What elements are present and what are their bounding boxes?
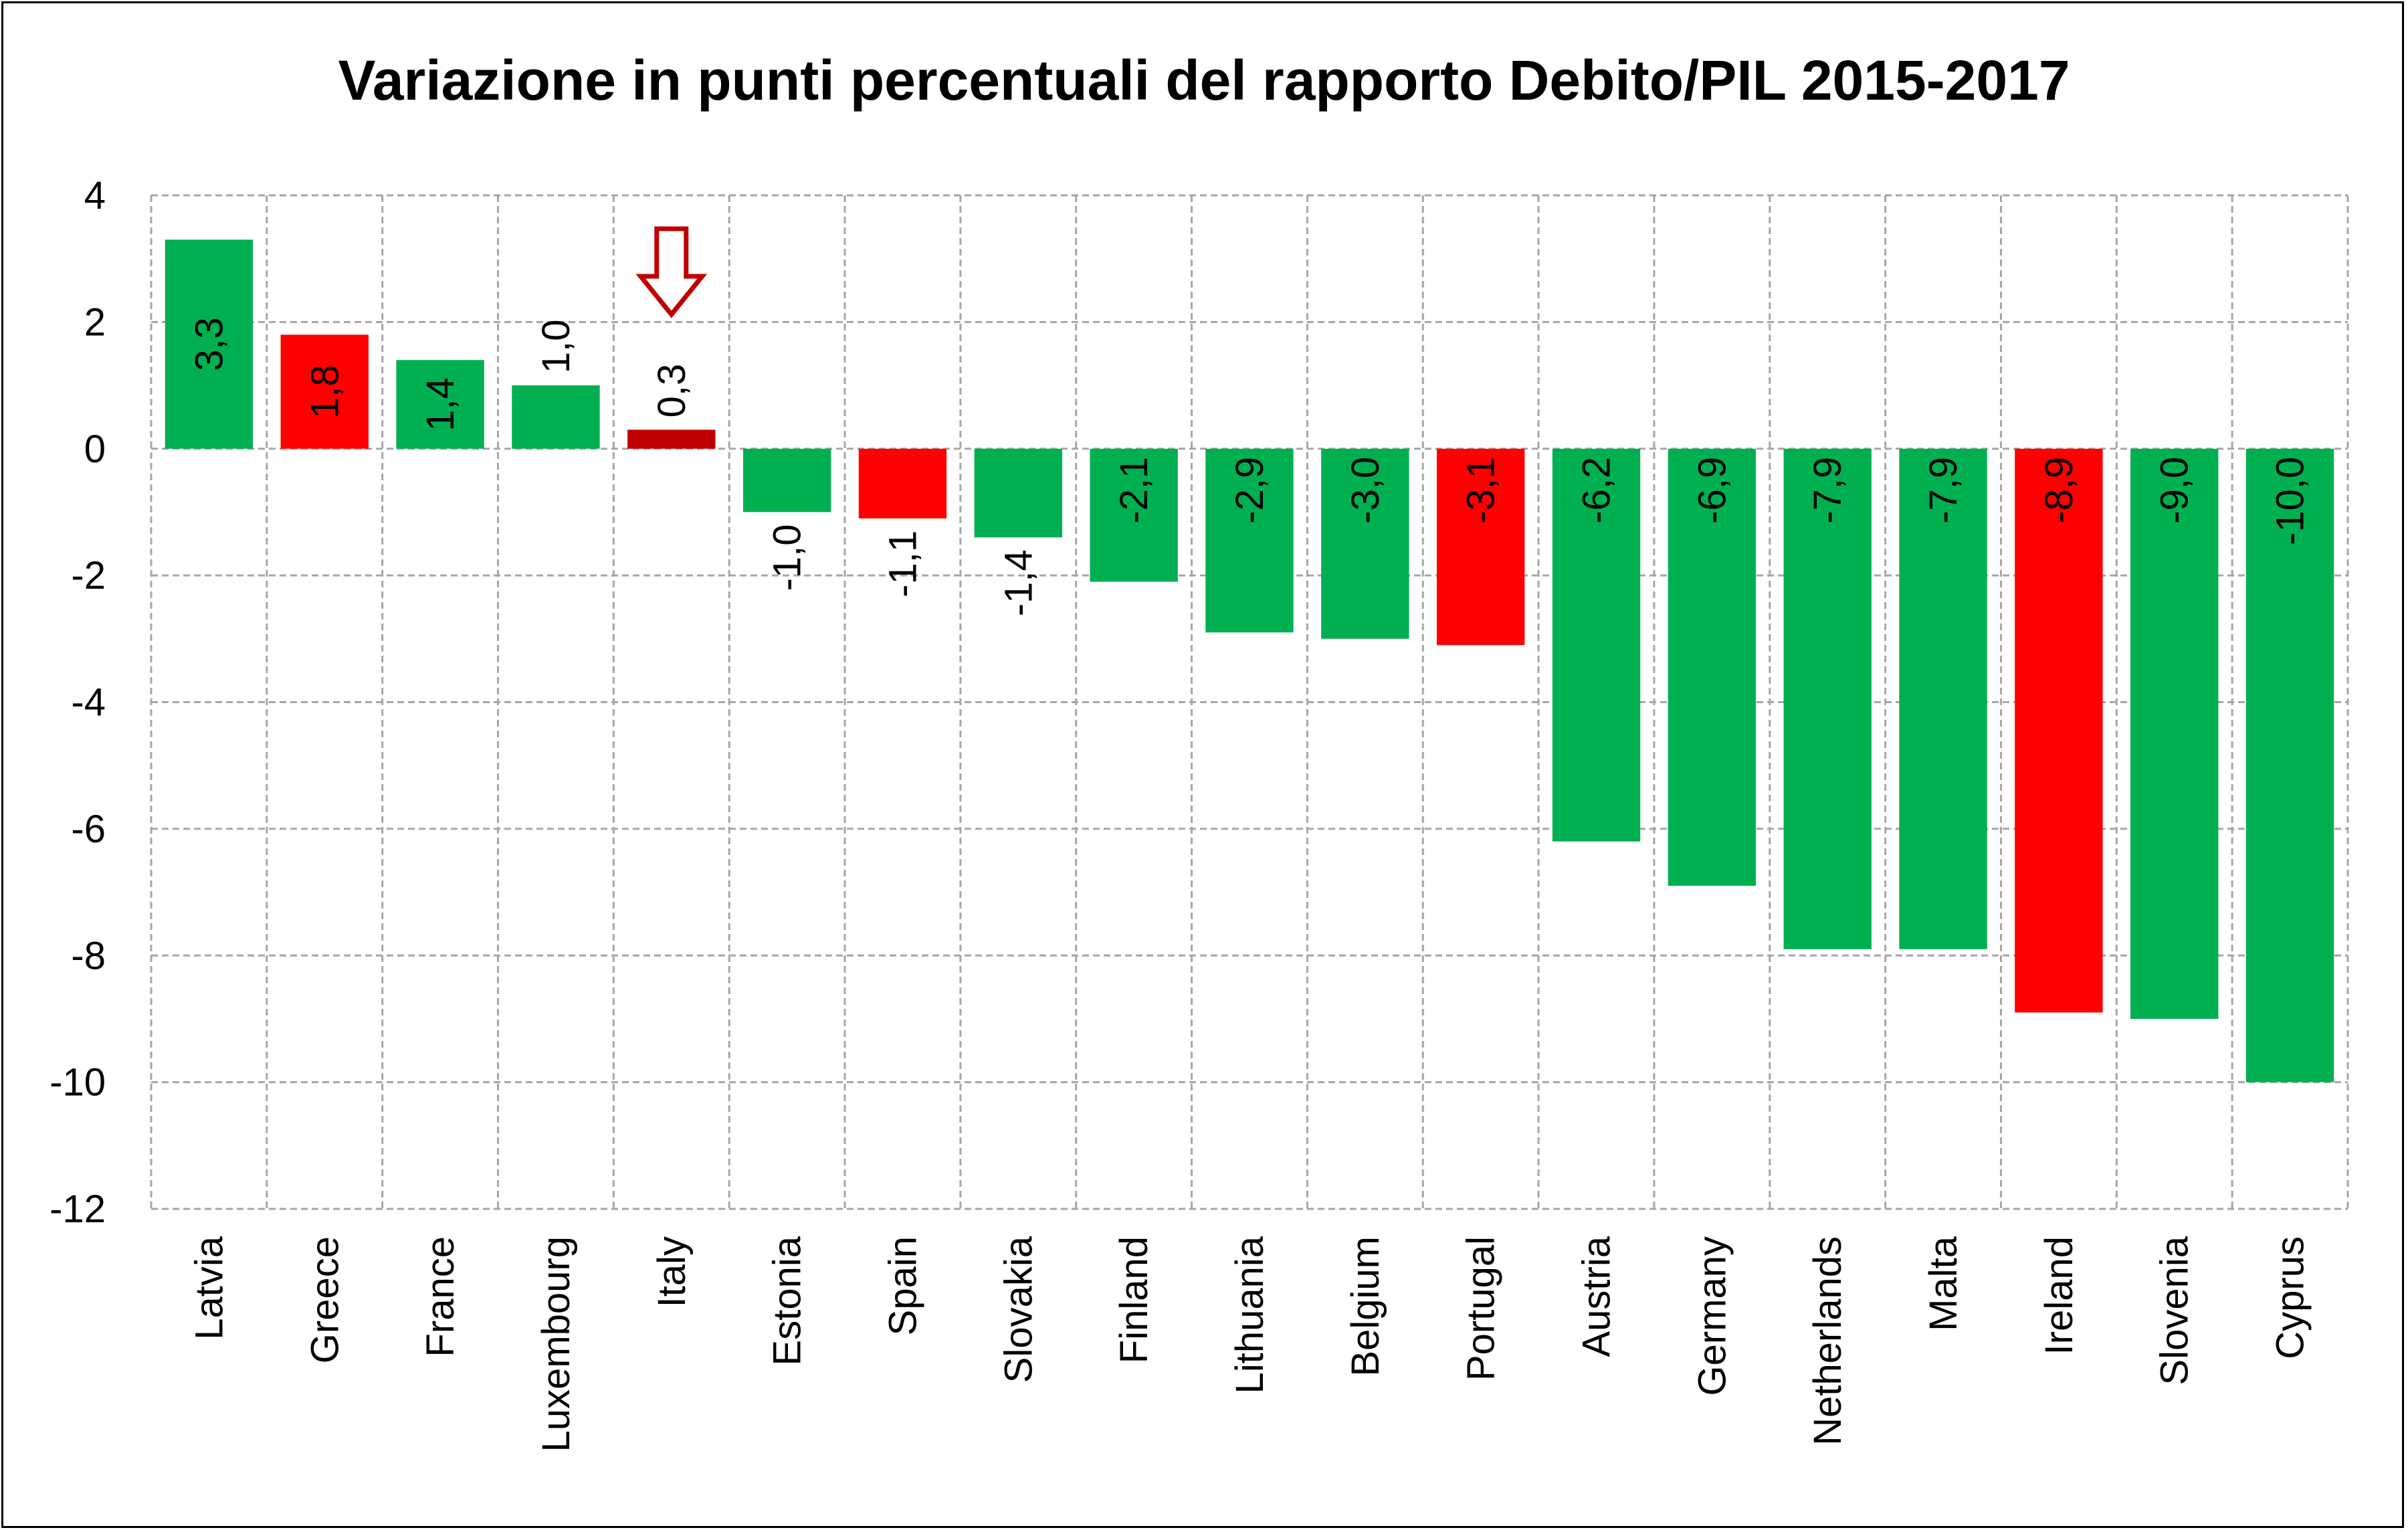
x-tick-label: Slovenia (2153, 1236, 2197, 1385)
bar-italy (627, 429, 716, 449)
x-tick-label: Finland (1112, 1236, 1156, 1363)
x-tick-label: Luxembourg (534, 1236, 578, 1452)
x-tick-label: Estonia (766, 1236, 809, 1365)
bar-belgium (1321, 448, 1409, 639)
bar-austria (1552, 448, 1641, 842)
y-tick-label: -4 (71, 681, 106, 725)
bar-france (396, 360, 484, 449)
x-tick-label: Germany (1690, 1236, 1734, 1396)
chart-title: Variazione in punti percentuali del rapp… (338, 49, 2070, 112)
x-tick-label: Austria (1575, 1236, 1619, 1357)
data-label: -3,1 (1460, 457, 1503, 524)
data-label: 1,8 (303, 365, 346, 419)
data-label: -7,9 (1922, 457, 1965, 524)
y-tick-label: -2 (71, 554, 106, 597)
x-tick-label: Greece (303, 1236, 346, 1363)
data-label: 3,3 (187, 317, 231, 371)
bar-estonia (742, 448, 831, 512)
data-labels: 3,3 1,8 1,4 1,0 0,3 -1,0 -1,1 -1,4 -2,1 -2,9 -3,0 -… (187, 317, 2312, 616)
bar-malta (1899, 448, 1987, 949)
x-tick-label: Spain (881, 1236, 924, 1335)
data-label: -3,0 (1344, 457, 1387, 524)
y-tick-label: 4 (84, 174, 106, 217)
y-tick-label: 0 (84, 427, 106, 471)
bar-ireland (2015, 448, 2103, 1013)
bar-germany (1668, 448, 1757, 886)
y-axis-tick-labels: 4 2 0 -2 -4 -6 -8 -10 -12 (49, 174, 106, 1231)
data-label: 1,0 (534, 319, 578, 373)
x-tick-label: Netherlands (1806, 1236, 1849, 1446)
data-label: -7,9 (1806, 457, 1849, 524)
bar-cyprus (2245, 448, 2334, 1082)
data-label: -6,2 (1575, 457, 1619, 524)
bars (165, 240, 2334, 1082)
data-label: -9,0 (2153, 457, 2197, 524)
bar-netherlands (1783, 448, 1872, 949)
x-axis-tick-labels: Latvia Greece France Luxembourg Italy Estonia… (187, 1236, 2312, 1452)
x-tick-label: Portugal (1460, 1236, 1503, 1381)
x-tick-label: Cyprus (2269, 1236, 2312, 1359)
data-label: -1,1 (881, 531, 924, 597)
bar-latvia (165, 240, 254, 449)
data-label: -10,0 (2269, 457, 2312, 545)
x-tick-label: France (419, 1236, 462, 1357)
bar-finland (1090, 448, 1178, 582)
x-tick-label: Lithuania (1228, 1236, 1272, 1394)
bar-slovakia (974, 448, 1062, 538)
annotations (635, 226, 708, 318)
bar-slovenia (2130, 448, 2219, 1019)
bar-luxembourg (512, 385, 600, 449)
bar-spain (858, 448, 947, 518)
bar-portugal (1437, 448, 1525, 646)
data-label: -2,1 (1112, 457, 1156, 524)
bar-greece (280, 334, 369, 449)
x-tick-label: Slovakia (997, 1236, 1040, 1383)
down-arrow-icon (635, 226, 708, 318)
y-tick-label: -12 (49, 1187, 106, 1231)
bar-lithuania (1205, 448, 1294, 633)
y-tick-label: -6 (71, 807, 106, 851)
data-label: -2,9 (1228, 457, 1272, 524)
data-label: -1,4 (997, 549, 1040, 616)
x-tick-label: Latvia (187, 1236, 231, 1340)
data-label: 1,4 (419, 377, 462, 432)
data-label: -1,0 (766, 524, 809, 591)
x-tick-label: Belgium (1344, 1236, 1387, 1377)
y-tick-label: 2 (84, 300, 106, 344)
data-label: 0,3 (650, 364, 694, 418)
y-tick-label: -8 (71, 934, 106, 977)
x-tick-label: Malta (1922, 1236, 1965, 1331)
data-label: -6,9 (1690, 457, 1734, 524)
x-tick-label: Ireland (2037, 1236, 2081, 1355)
data-label: -8,9 (2037, 457, 2081, 524)
y-tick-label: -10 (49, 1061, 106, 1105)
x-tick-label: Italy (650, 1236, 694, 1307)
